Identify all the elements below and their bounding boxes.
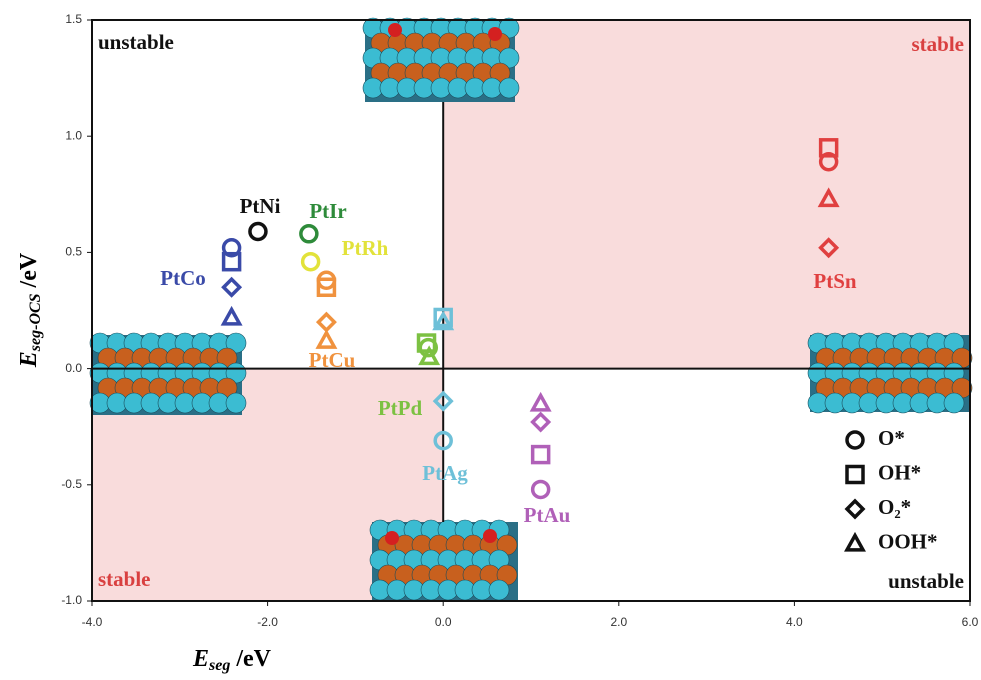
alloy-label: PtAg: [422, 461, 468, 485]
atom: [483, 529, 497, 543]
region-label: stable: [912, 32, 965, 56]
alloy-label: PtSn: [813, 269, 857, 293]
atom: [489, 580, 509, 600]
alloy-label: PtNi: [240, 194, 281, 218]
y-label-sub: seg-OCS: [27, 293, 44, 352]
atom: [385, 531, 399, 545]
atom: [944, 393, 964, 413]
alloy-label: PtPd: [378, 396, 423, 420]
x-label-main: E: [192, 646, 209, 672]
x-tick-label: 6.0: [962, 615, 979, 629]
legend-label: OH*: [878, 460, 921, 484]
atom: [388, 23, 402, 37]
y-tick-label: 0.5: [65, 245, 82, 259]
x-tick-label: -4.0: [82, 615, 103, 629]
region-label: unstable: [98, 30, 174, 54]
alloy-label: PtCo: [160, 266, 206, 290]
x-tick-label: 0.0: [435, 615, 452, 629]
alloy-label: PtIr: [309, 199, 346, 223]
x-tick-label: -2.0: [257, 615, 278, 629]
legend-label: O₂*: [878, 495, 911, 519]
chart: unstable stable stable unstable -4.0 -2.0 0.0…: [0, 0, 981, 675]
atom: [488, 27, 502, 41]
x-axis-label: Eseg /eV: [192, 646, 272, 674]
stable-region: [443, 20, 970, 369]
y-label-main: E: [16, 351, 42, 368]
y-tick-label: 1.5: [65, 12, 82, 26]
x-tick-label: 4.0: [786, 615, 803, 629]
alloy-label: PtRh: [342, 236, 389, 260]
y-tick-label: 0.0: [65, 361, 82, 375]
atom: [226, 393, 246, 413]
y-tick-label: 1.0: [65, 128, 82, 142]
x-label-sub: seg: [208, 657, 230, 674]
legend-label: O*: [878, 426, 905, 450]
region-label: unstable: [888, 569, 964, 593]
y-tick-label: -1.0: [61, 593, 82, 607]
x-tick-label: 2.0: [610, 615, 627, 629]
alloy-label: PtCu: [309, 348, 356, 372]
y-tick-label: -0.5: [61, 477, 82, 491]
region-label: stable: [98, 567, 151, 591]
legend-label: OOH*: [878, 529, 938, 553]
atom: [499, 78, 519, 98]
alloy-label: PtAu: [524, 503, 571, 527]
y-label-unit: /eV: [16, 252, 42, 293]
x-label-unit: /eV: [230, 646, 271, 672]
